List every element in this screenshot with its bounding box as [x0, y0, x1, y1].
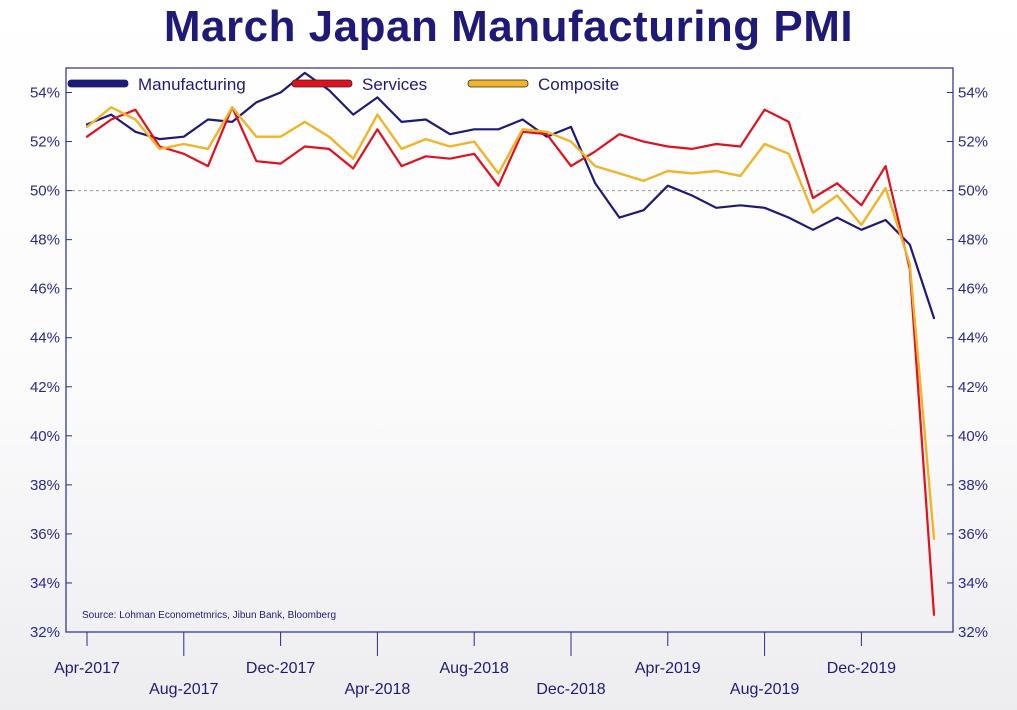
y-tick-label-left: 36%	[30, 526, 60, 543]
y-tick-label-right: 46%	[958, 281, 988, 298]
x-tick-label: Aug-2019	[730, 681, 799, 698]
series-line-manufacturing	[85, 71, 936, 320]
source-note: Source: Lohman Econometmrics, Jibun Bank…	[82, 610, 336, 621]
legend-swatch-manufacturing	[67, 79, 129, 88]
x-tick-label: Dec-2017	[246, 660, 315, 677]
x-tick-label: Dec-2019	[827, 660, 896, 677]
plot-frame	[65, 67, 954, 633]
y-tick-label-right: 44%	[958, 330, 988, 347]
x-tick-label: Dec-2018	[536, 681, 605, 698]
y-tick-label-right: 42%	[958, 379, 988, 396]
y-tick-label-left: 40%	[30, 428, 60, 445]
y-tick-label-left: 52%	[30, 134, 60, 151]
y-tick-label-right: 52%	[958, 134, 988, 151]
chart-title: March Japan Manufacturing PMI	[163, 2, 854, 51]
y-tick-label-left: 34%	[30, 575, 60, 592]
y-tick-label-right: 50%	[958, 183, 988, 200]
legend-swatch-composite	[467, 79, 529, 88]
x-tick-label: Aug-2018	[440, 660, 509, 677]
y-tick-label-left: 46%	[30, 281, 60, 298]
y-tick-label-left: 44%	[30, 330, 60, 347]
y-tick-label-right: 34%	[958, 575, 988, 592]
y-tick-label-right: 36%	[958, 526, 988, 543]
y-tick-label-right: 40%	[958, 428, 988, 445]
y-tick-label-left: 50%	[30, 183, 60, 200]
legend-label-composite: Composite	[538, 75, 619, 94]
y-tick-label-left: 54%	[30, 85, 60, 102]
y-tick-label-left: 42%	[30, 379, 60, 396]
x-tick-label: Apr-2018	[344, 681, 410, 698]
legend-label-manufacturing: Manufacturing	[138, 75, 246, 94]
y-tick-label-left: 48%	[30, 232, 60, 249]
y-tick-label-left: 32%	[30, 624, 60, 641]
x-tick-label: Aug-2017	[149, 681, 218, 698]
x-tick-label: Apr-2017	[54, 660, 120, 677]
y-tick-label-right: 54%	[958, 85, 988, 102]
x-tick-label: Apr-2019	[635, 660, 701, 677]
legend-label-services: Services	[362, 75, 427, 94]
legend: Manufacturing Services Composite	[67, 75, 619, 94]
y-tick-label-left: 38%	[30, 477, 60, 494]
series-line-services	[85, 106, 936, 616]
legend-swatch-services	[291, 79, 353, 88]
series-line-composite	[85, 105, 936, 540]
y-tick-label-right: 48%	[958, 232, 988, 249]
y-tick-label-right: 32%	[958, 624, 988, 641]
y-tick-label-right: 38%	[958, 477, 988, 494]
